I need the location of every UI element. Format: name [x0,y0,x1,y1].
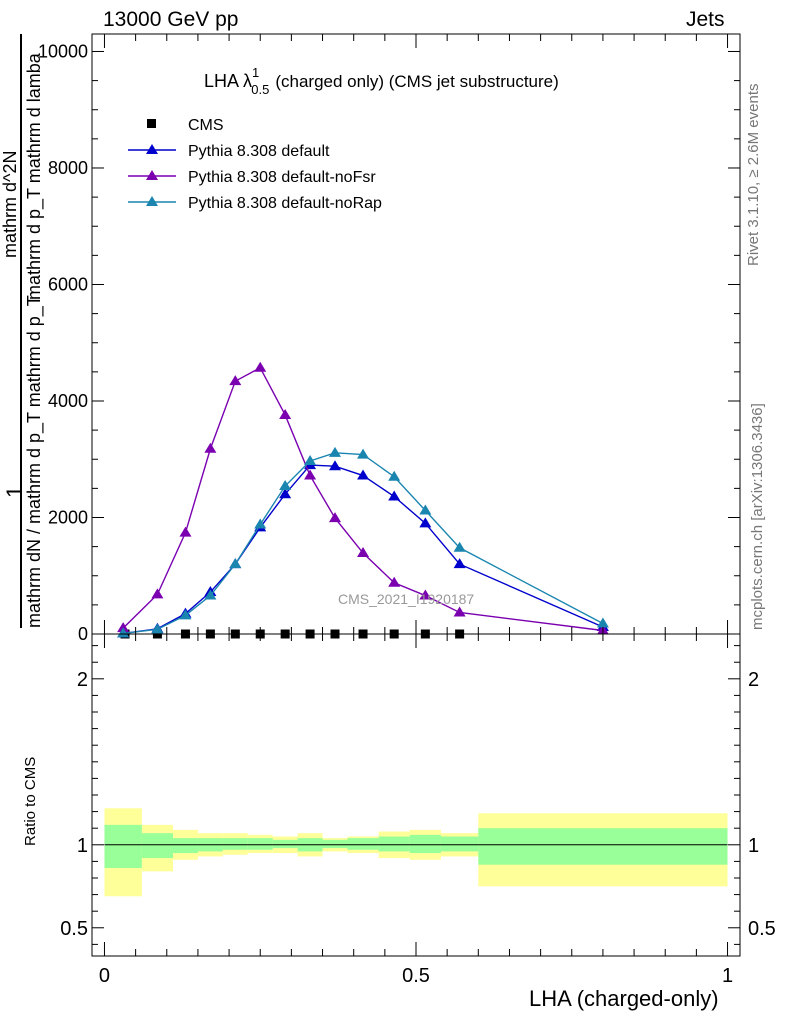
norap-marker-12 [453,541,466,552]
header-energy-label: 13000 GeV pp [103,8,239,31]
legend-cms-label: CMS [188,117,224,134]
ratio-inner-band-12 [440,836,479,852]
default-marker-9 [357,469,370,480]
ratio-x-tick-label: 0.5 [402,965,430,987]
main-y-tick-label: 10000 [38,41,88,61]
ratio-y-tick-label-right: 2 [748,669,759,691]
norap-marker-2 [179,609,192,620]
ratio-inner-band-10 [378,836,410,852]
axis-ticks [92,34,740,956]
nofsr-marker-11 [419,589,432,600]
ratio-y-tick-label-left: 1 [77,835,88,857]
ratio-inner-band-0 [104,824,142,869]
norap-marker-8 [329,446,341,457]
nofsr-marker-7 [304,469,317,480]
nofsr-series-line [122,366,604,632]
rivet-version-label: Rivet 3.1.10, ≥ 2.6M events [745,83,762,267]
norap-series-line [123,452,604,635]
norap-marker-1 [151,623,164,634]
nofsr-marker-8 [329,512,341,523]
norap-marker-4 [229,558,242,569]
default-marker-8 [329,460,341,471]
main-y-axis-label-dlambda: mathrm d p_T mathrm d lamba [24,53,44,300]
norap-marker-0 [117,627,130,638]
nofsr-marker-1 [151,588,164,599]
main-y-axis-label-denominator: mathrm dN / mathrm d p_T mathrm d p_T [24,295,44,628]
main-y-axis-label-numerator: mathrm d^2N [0,150,20,258]
ratio-x-tick-label: 0 [99,965,110,987]
ratio-uncertainty-bands [104,808,728,897]
ratio-inner-band-9 [347,838,379,850]
default-series-line [123,464,604,635]
nofsr-marker-6 [279,408,292,419]
ratio-panel-frame [91,633,741,957]
header-jets-label: Jets [686,8,725,31]
main-y-tick-label: 6000 [48,274,88,294]
ratio-inner-band-5 [247,838,273,850]
legend-nofsr-marker [146,170,158,180]
ratio-y-tick-label-left: 0.5 [60,918,88,940]
nofsr-marker-9 [357,547,370,558]
nofsr-marker-0 [117,622,130,633]
norap-marker-6 [279,480,292,491]
analysis-watermark: CMS_2021_I1920187 [338,591,474,607]
main-y-axis-fraction-bar [20,34,22,628]
nofsr-marker-3 [204,442,217,453]
nofsr-marker-10 [388,576,401,587]
ratio-inner-band-11 [409,834,441,854]
norap-marker-11 [419,504,432,515]
norap-marker-10 [388,470,401,481]
legend-nofsr-label: Pythia 8.308 default-noFsr [188,169,376,186]
legend-default-label: Pythia 8.308 default [188,143,330,160]
main-y-tick-label: 2000 [48,507,88,527]
nofsr-marker-12 [453,606,466,617]
norap-marker-5 [254,518,267,529]
ratio-inner-band-6 [272,839,298,849]
ratio-inner-band-4 [222,838,248,850]
ratio-inner-band-8 [322,839,348,849]
default-marker-6 [279,488,292,499]
ratio-inner-band-1 [141,833,173,859]
ratio-y-axis-label: Ratio to CMS [22,756,39,846]
main-y-tick-label: 0 [78,624,88,644]
x-axis-label: LHA (charged-only) [529,986,719,1011]
legend: CMS Pythia 8.308 default Pythia 8.308 de… [128,117,382,212]
norap-marker-13 [596,617,609,628]
nofsr-marker-2 [179,526,192,537]
ratio-y-tick-label-right: 0.5 [748,918,776,940]
default-marker-11 [419,517,432,528]
plot-title: LHA λ1 0.5 (charged only) (CMS jet substru… [204,65,559,97]
default-marker-12 [453,558,466,569]
norap-marker-7 [304,454,317,465]
legend-default-marker [146,144,158,154]
nofsr-marker-5 [254,361,267,372]
legend-norap-label: Pythia 8.308 default-noRap [188,195,382,212]
nofsr-marker-4 [229,375,242,386]
main-y-tick-label: 8000 [48,158,88,178]
axis-tick-labels: 0 2000 4000 6000 8000 10000 0 0.5 1 0.5 0.5 1 1 2 2 [38,41,776,987]
ratio-inner-band-2 [173,838,198,854]
ratio-y-tick-label-right: 1 [748,835,759,857]
default-marker-10 [388,490,401,501]
ratio-inner-band-13 [478,828,728,865]
legend-norap-marker [146,196,158,206]
main-y-tick-label: 4000 [48,391,88,411]
ratio-y-tick-label-left: 2 [77,669,88,691]
legend-cms-marker [147,119,156,128]
ratio-x-tick-label: 1 [722,965,733,987]
norap-marker-3 [204,589,217,600]
mcplots-label: mcplots.cern.ch [arXiv:1306.3436] [749,403,766,630]
norap-marker-9 [357,448,370,459]
